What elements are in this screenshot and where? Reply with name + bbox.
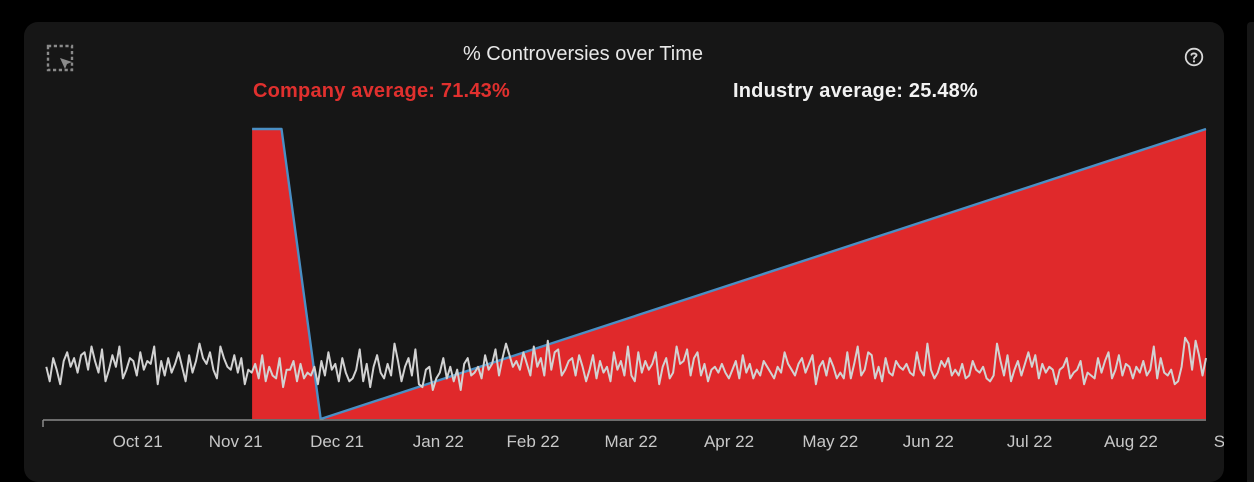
company-average-label: Company average: 71.43% (253, 80, 510, 102)
x-tick-label: Aug 22 (1104, 432, 1158, 451)
adjacent-panel-edge (1247, 22, 1254, 482)
company-series-line (252, 127, 1207, 421)
x-tick-label: Oct 21 (113, 432, 163, 451)
selection-icon[interactable] (46, 44, 76, 74)
x-tick-label: Apr 22 (704, 432, 754, 451)
x-tick-label: May 22 (802, 432, 858, 451)
industry-average-label: Industry average: 25.48% (733, 80, 978, 102)
x-tick-label: Mar 22 (605, 432, 658, 451)
x-tick-label: Feb 22 (507, 432, 560, 451)
help-icon[interactable] (1184, 47, 1204, 67)
industry-series-line (45, 336, 1207, 391)
company-series-area (252, 129, 1207, 419)
x-tick-label: Sep (1214, 432, 1224, 451)
chart-title: % Controversies over Time (462, 43, 704, 65)
x-tick-label: Jan 22 (413, 432, 464, 451)
chart-card: % Controversies over Time Company averag… (24, 22, 1224, 482)
x-tick-label: Jun 22 (903, 432, 954, 451)
x-tick-label: Jul 22 (1007, 432, 1052, 451)
controversies-chart: Oct 21 Nov 21 Dec 21 Jan 22 Feb 22 Mar 22 Apr … (42, 127, 1224, 451)
x-tick-label: Nov 21 (209, 432, 263, 451)
x-tick-label: Dec 21 (310, 432, 364, 451)
